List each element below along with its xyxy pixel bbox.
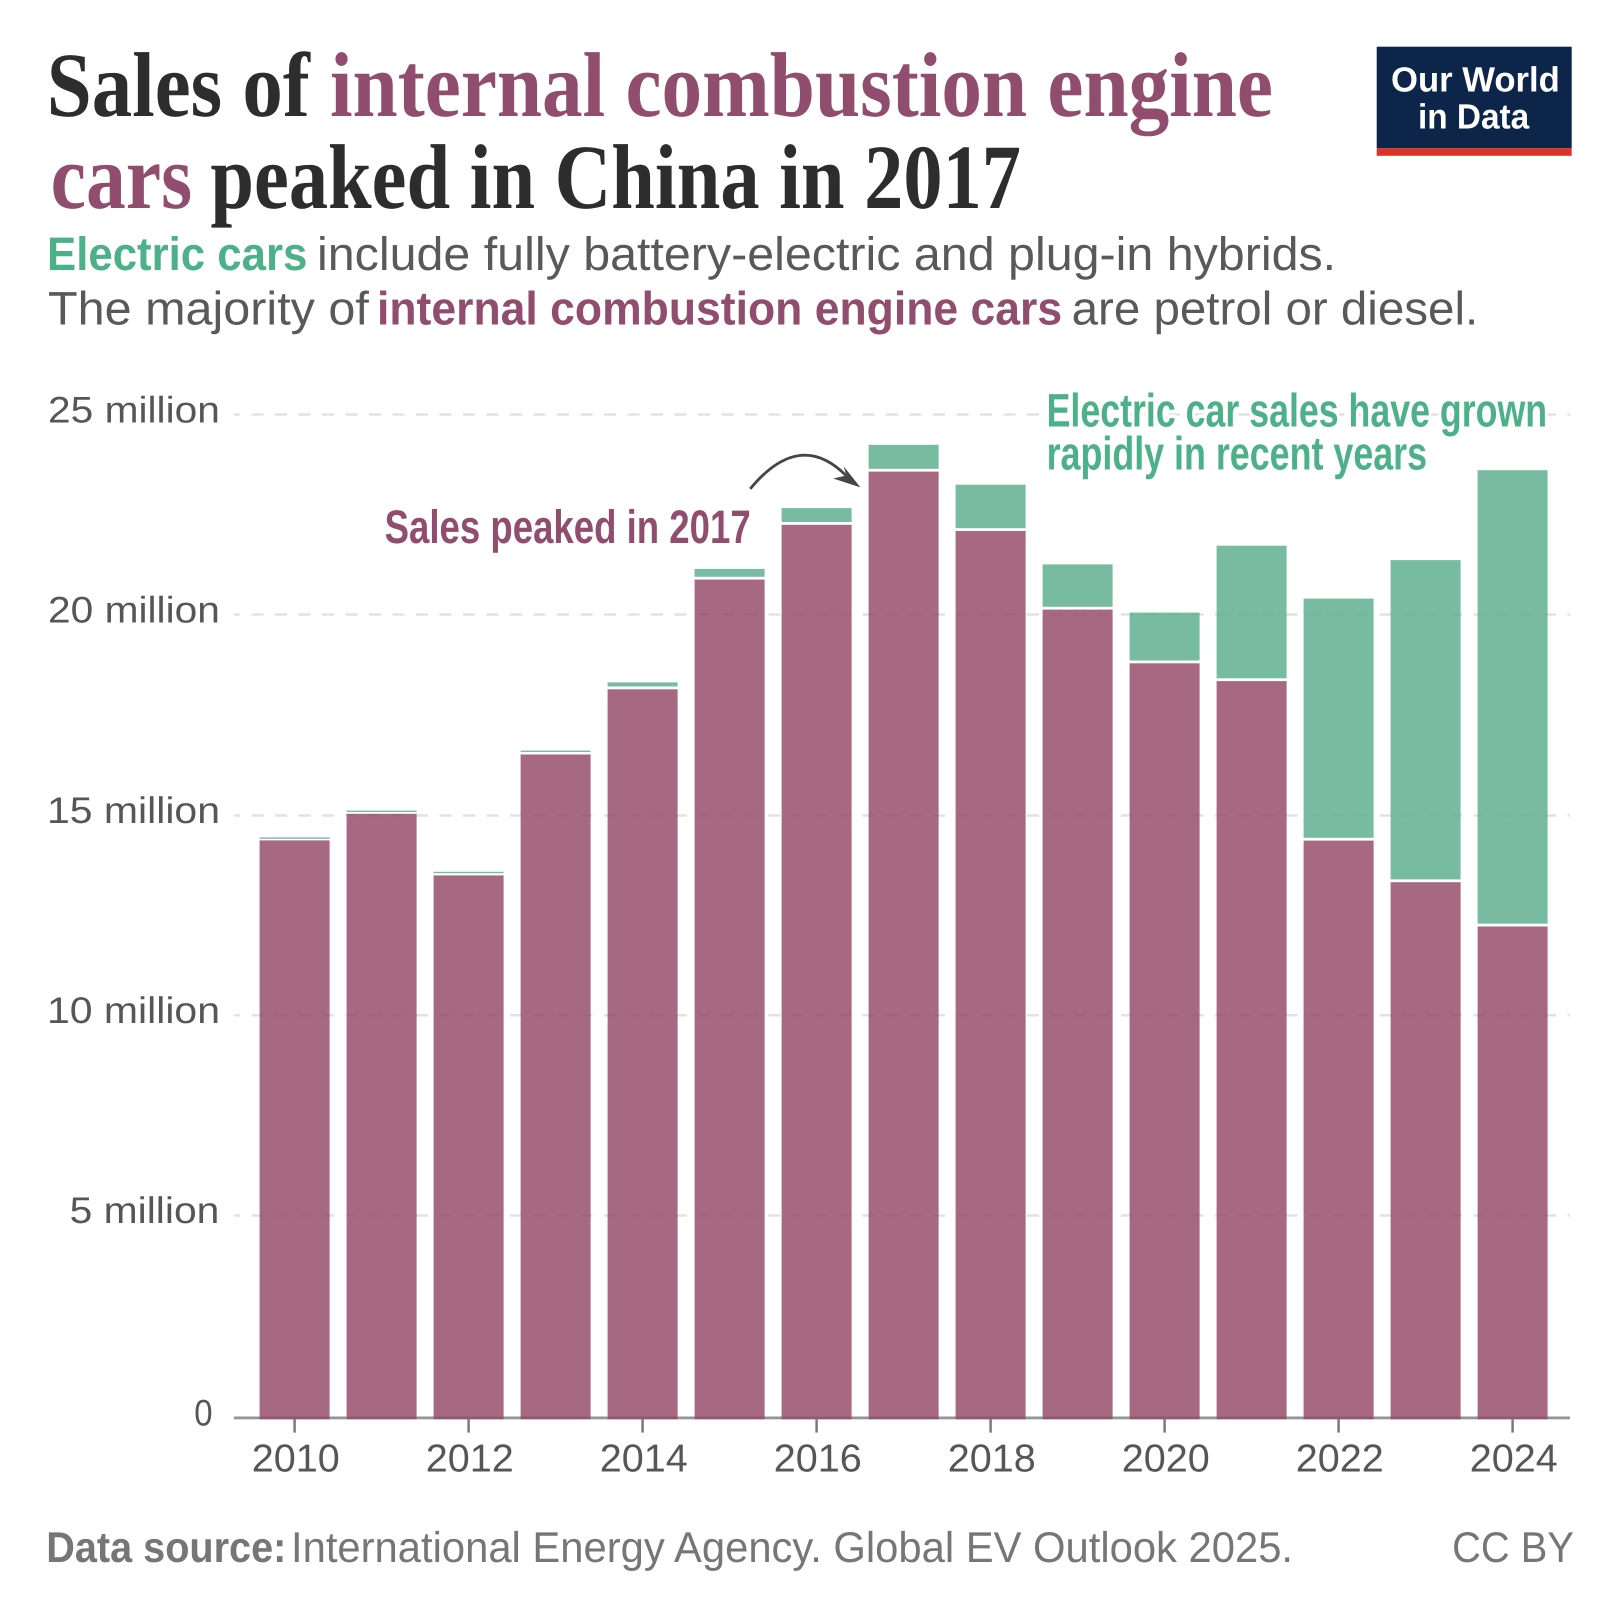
svg-text:in Data: in Data: [1418, 97, 1530, 136]
svg-text:25 million: 25 million: [48, 389, 220, 430]
svg-text:Electric cars: Electric cars: [47, 227, 307, 280]
svg-text:10 million: 10 million: [47, 990, 220, 1031]
svg-text:15 million: 15 million: [47, 790, 220, 831]
svg-text:Data source:: Data source:: [46, 1524, 286, 1572]
svg-text:are petrol or diesel.: are petrol or diesel.: [1072, 282, 1479, 335]
svg-text:0: 0: [194, 1392, 212, 1433]
svg-text:rapidly in recent years: rapidly in recent years: [1047, 426, 1427, 479]
svg-text:The majority of: The majority of: [48, 282, 370, 335]
svg-text:cars: cars: [51, 126, 193, 228]
svg-text:2018: 2018: [948, 1438, 1036, 1481]
svg-text:internal combustion engine: internal combustion engine: [330, 34, 1273, 137]
svg-text:2020: 2020: [1122, 1438, 1210, 1481]
svg-text:include fully battery-electric: include fully battery-electric and plug-…: [317, 227, 1336, 280]
svg-text:Electric car sales have grown: Electric car sales have grown: [1047, 384, 1547, 437]
svg-text:2016: 2016: [774, 1438, 862, 1481]
svg-text:Our World: Our World: [1391, 61, 1560, 100]
svg-text:International Energy Agency. G: International Energy Agency. Global EV O…: [291, 1524, 1293, 1572]
svg-text:2024: 2024: [1470, 1438, 1558, 1481]
svg-text:2014: 2014: [600, 1438, 688, 1481]
svg-text:2022: 2022: [1296, 1438, 1384, 1481]
svg-text:2012: 2012: [426, 1438, 514, 1481]
svg-text:CC BY: CC BY: [1452, 1524, 1574, 1572]
svg-text:20 million: 20 million: [48, 589, 220, 630]
svg-text:peaked in China in 2017: peaked in China in 2017: [210, 126, 1021, 228]
svg-text:internal combustion engine car: internal combustion engine cars: [377, 282, 1062, 335]
svg-text:Sales peaked in 2017: Sales peaked in 2017: [385, 500, 751, 553]
svg-text:Sales of: Sales of: [47, 34, 311, 136]
svg-text:2010: 2010: [252, 1438, 340, 1481]
svg-text:5 million: 5 million: [70, 1190, 220, 1231]
